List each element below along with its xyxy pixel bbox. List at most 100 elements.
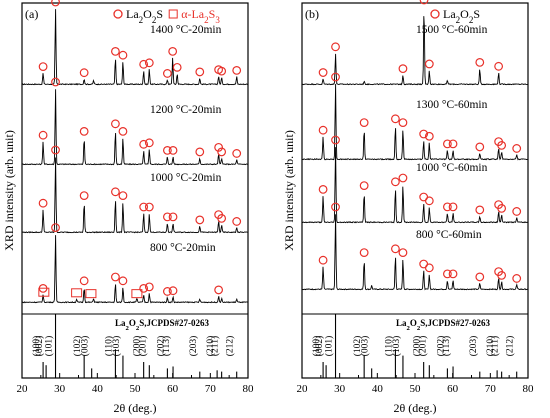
- legend-square-marker: [168, 9, 178, 19]
- hkl-label: (002): [314, 336, 325, 357]
- reference-pattern: La2O2S,JCPDS#27-0263 (100)(002) (101) (102)…: [31, 314, 238, 378]
- hkl-label: (211): [490, 336, 501, 356]
- peak-marker: [419, 0, 429, 5]
- peak-marker: [232, 217, 242, 226]
- la2s3-marker: [71, 288, 83, 298]
- x-tick-label: 60: [167, 383, 179, 395]
- peak-marker: [497, 140, 507, 150]
- peak-marker: [79, 276, 89, 286]
- hkl-label: (100): [31, 336, 42, 357]
- hkl-label: (003): [360, 336, 371, 357]
- peak-marker: [139, 139, 149, 149]
- y-axis-title: XRD intensity (arb. unit): [2, 130, 16, 251]
- hkl-label: (202): [435, 336, 446, 357]
- hkl-label: (101): [44, 336, 55, 357]
- peak-marker: [162, 145, 172, 155]
- peak-marker: [214, 285, 224, 295]
- hkl-label: (203): [468, 336, 479, 357]
- peak-marker: [217, 66, 227, 76]
- y-axis-title: XRD intensity (arb. unit): [282, 130, 296, 251]
- peak-marker: [494, 61, 504, 71]
- x-tick-label: 50: [130, 383, 142, 395]
- peak-marker: [359, 181, 369, 191]
- peak-marker: [195, 147, 205, 157]
- panel-label: (b): [305, 7, 319, 21]
- peak-marker: [168, 145, 178, 155]
- hkl-label: (210): [485, 336, 496, 357]
- peak-marker: [448, 269, 458, 279]
- peak-marker: [79, 68, 89, 78]
- hkl-label: (200): [132, 336, 143, 357]
- legend-label: α-La2S3: [181, 7, 220, 25]
- trace-label: 1200 °C-20min: [150, 104, 222, 116]
- peak-marker: [424, 59, 434, 69]
- x-axis-title: 2θ (deg.): [113, 401, 156, 415]
- peak-marker: [497, 203, 507, 213]
- panel-label: (a): [25, 7, 38, 21]
- la2s3-marker: [38, 287, 50, 297]
- peak-marker: [111, 272, 120, 282]
- trace-label: 1000 °C-60min: [416, 162, 488, 174]
- x-tick-label: 20: [17, 383, 29, 395]
- xrd-trace-2: 1300 °C-60min: [301, 72, 528, 161]
- peak-marker: [398, 173, 408, 183]
- peak-marker: [318, 125, 328, 135]
- peak-marker: [398, 64, 408, 74]
- peak-marker: [448, 202, 458, 212]
- peak-marker: [424, 196, 434, 206]
- peak-marker: [214, 142, 224, 152]
- hkl-label: (101): [324, 336, 335, 357]
- hkl-label: (103): [111, 336, 122, 357]
- peak-marker: [359, 118, 369, 127]
- peak-marker: [111, 187, 120, 197]
- peak-marker: [118, 276, 128, 286]
- reference-pattern: La2O2S,JCPDS#27-0263 (100)(002) (101) (102)…: [311, 314, 518, 378]
- peak-marker: [162, 287, 172, 296]
- hkl-label: (103): [391, 336, 402, 357]
- peak-marker: [168, 47, 178, 56]
- xrd-curve: [21, 235, 248, 304]
- peak-marker: [195, 67, 205, 77]
- xrd-curve: [301, 16, 528, 86]
- xrd-curve: [21, 89, 248, 166]
- legend-circle-marker: [430, 9, 440, 19]
- xrd-trace-1: 1400 °C-20min: [21, 0, 248, 86]
- peak-marker: [38, 130, 48, 140]
- peak-marker: [79, 191, 89, 201]
- x-tick-label: 40: [92, 383, 104, 395]
- peak-marker: [217, 147, 227, 157]
- xrd-curve: [21, 157, 248, 234]
- peak-marker: [79, 126, 89, 136]
- peak-marker: [162, 69, 172, 78]
- hkl-label: (003): [80, 336, 91, 357]
- hkl-label: (210): [205, 336, 216, 357]
- peak-marker: [442, 202, 452, 212]
- peak-marker: [162, 212, 172, 222]
- peak-marker: [118, 191, 128, 201]
- peak-marker: [398, 248, 408, 258]
- peak-marker: [144, 58, 154, 68]
- hkl-label: (212): [505, 336, 516, 357]
- hkl-label: (201): [417, 336, 428, 357]
- x-tick-label: 40: [372, 383, 384, 395]
- xrd-curve: [301, 83, 528, 161]
- peak-marker: [318, 184, 328, 194]
- xrd-trace-3: 1000 °C-60min: [301, 135, 528, 224]
- peak-marker: [168, 286, 178, 296]
- x-tick-label: 20: [297, 383, 309, 395]
- peak-marker: [442, 139, 452, 149]
- trace-label: 1000 °C-20min: [150, 172, 222, 184]
- hkl-label: (202): [155, 336, 166, 357]
- hkl-label: (201): [137, 336, 148, 357]
- trace-label: 1400 °C-20min: [150, 24, 222, 36]
- peak-marker: [475, 205, 485, 215]
- x-tick-label: 70: [205, 383, 217, 395]
- hkl-label: (113): [441, 336, 452, 356]
- peak-marker: [512, 144, 522, 153]
- peak-marker: [448, 139, 458, 149]
- peak-marker: [475, 272, 485, 282]
- peak-marker: [475, 142, 485, 152]
- peak-marker: [111, 119, 120, 129]
- peak-marker: [38, 62, 48, 71]
- peak-marker: [331, 72, 340, 82]
